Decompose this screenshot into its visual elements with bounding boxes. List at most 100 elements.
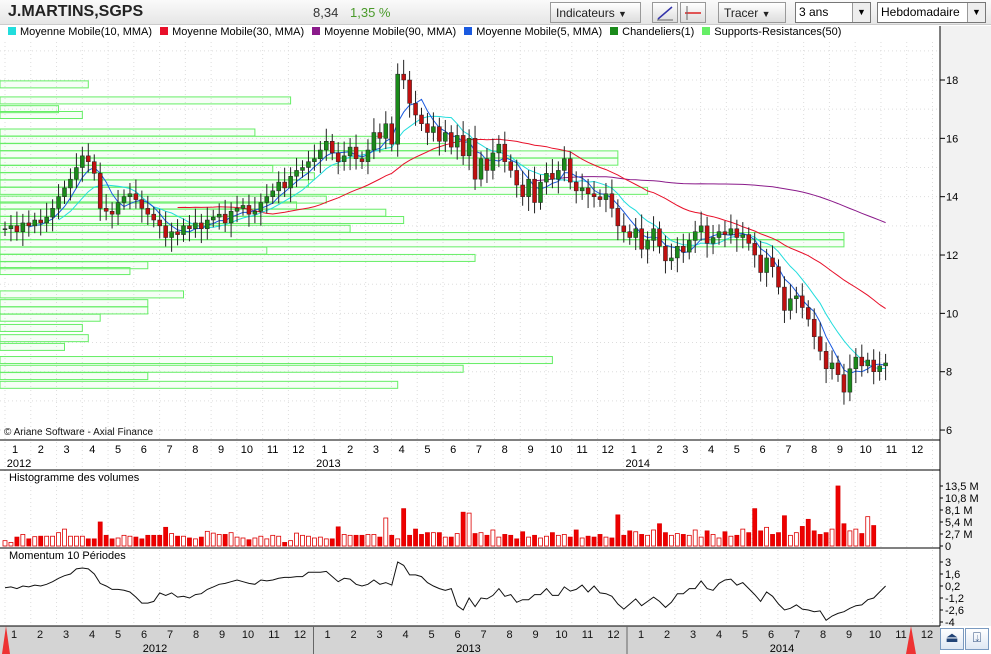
legend-swatch bbox=[610, 27, 619, 35]
volume-bar bbox=[181, 535, 186, 547]
legend-item[interactable]: Chandeliers(1) bbox=[610, 26, 694, 38]
candle bbox=[68, 178, 73, 189]
navigator-month: 9 bbox=[219, 629, 225, 641]
candle bbox=[669, 257, 674, 262]
candle bbox=[270, 190, 275, 197]
candle bbox=[550, 173, 555, 180]
volume-bar bbox=[228, 532, 234, 547]
candle bbox=[472, 138, 478, 180]
volume-bar bbox=[663, 532, 668, 547]
scroll-up-button[interactable]: ⏏ bbox=[940, 628, 964, 650]
candle bbox=[484, 158, 490, 171]
navigator-year: 2012 bbox=[143, 643, 167, 654]
volume-bar bbox=[704, 530, 710, 547]
price-tick-label: 16 bbox=[946, 133, 958, 145]
volume-bar bbox=[8, 542, 14, 547]
volume-bar bbox=[776, 532, 781, 547]
volume-bar bbox=[145, 534, 151, 547]
candle bbox=[187, 225, 192, 230]
horizontal-line-tool-button[interactable] bbox=[680, 2, 706, 23]
candle bbox=[657, 228, 662, 247]
interval-select[interactable]: Hebdomadaire ▼ bbox=[877, 2, 986, 23]
candle bbox=[478, 158, 484, 180]
month-label: 8 bbox=[192, 444, 198, 456]
candle bbox=[2, 228, 8, 231]
legend-item[interactable]: Moyenne Mobile(5, MMA) bbox=[464, 26, 602, 38]
month-label: 10 bbox=[860, 444, 872, 456]
legend-item[interactable]: Supports-Resistances(50) bbox=[702, 26, 841, 38]
candle bbox=[44, 216, 49, 224]
toolbar: J.MARTINS,SGPS 8,34 1,35 % Indicateurs ▼… bbox=[0, 0, 991, 25]
draw-button[interactable]: Tracer ▼ bbox=[718, 2, 786, 23]
volume-bar bbox=[377, 536, 383, 547]
candle bbox=[466, 138, 472, 157]
price-tick-label: 12 bbox=[946, 250, 958, 262]
month-label: 5 bbox=[734, 444, 740, 456]
candle bbox=[395, 73, 400, 145]
navigator-month: 3 bbox=[376, 629, 382, 641]
month-label: 7 bbox=[167, 444, 173, 456]
volume-bar bbox=[698, 536, 704, 547]
candle bbox=[496, 143, 502, 154]
candle bbox=[556, 170, 561, 180]
month-label: 4 bbox=[89, 444, 95, 456]
support-resistance-bar bbox=[0, 364, 464, 373]
support-resistance-bar bbox=[0, 164, 274, 173]
volume-bar bbox=[603, 536, 609, 547]
volume-bar bbox=[567, 536, 573, 547]
candle bbox=[829, 362, 835, 370]
volume-bar bbox=[365, 534, 371, 547]
volume-bar bbox=[270, 534, 276, 547]
candle bbox=[50, 208, 55, 218]
navigator-start-handle bbox=[2, 626, 10, 654]
price-tick-label: 18 bbox=[946, 75, 958, 87]
volume-tick-label: 2,7 M bbox=[945, 529, 973, 541]
axis-panel bbox=[940, 26, 991, 626]
candle bbox=[8, 225, 14, 230]
candle bbox=[817, 336, 823, 352]
trendline-tool-button[interactable] bbox=[652, 2, 678, 23]
volume-bar bbox=[651, 529, 656, 547]
navigator-month: 2 bbox=[664, 629, 670, 641]
volume-bar bbox=[430, 532, 436, 547]
support-resistance-bar bbox=[0, 306, 149, 315]
period-select[interactable]: 3 ans ▼ bbox=[795, 2, 871, 23]
navigator-month: 6 bbox=[141, 629, 147, 641]
volume-bar bbox=[163, 526, 169, 547]
volume-bar bbox=[627, 530, 633, 547]
month-label: 3 bbox=[63, 444, 69, 456]
volume-bar bbox=[359, 534, 365, 547]
legend-item[interactable]: Moyenne Mobile(30, MMA) bbox=[160, 26, 304, 38]
candle bbox=[490, 152, 496, 171]
candle bbox=[579, 187, 585, 192]
legend-item[interactable]: Moyenne Mobile(10, MMA) bbox=[8, 26, 152, 38]
volume-bar bbox=[294, 532, 299, 547]
candle bbox=[401, 73, 406, 81]
panel-up-icon: ⏏ bbox=[945, 629, 959, 645]
indicators-button[interactable]: Indicateurs ▼ bbox=[550, 2, 641, 23]
navigator-month: 12 bbox=[607, 629, 619, 641]
scroll-down-button[interactable]: ⍗ bbox=[965, 628, 989, 650]
candle bbox=[407, 79, 412, 104]
candle bbox=[324, 141, 329, 151]
candle bbox=[883, 362, 888, 367]
candle bbox=[175, 231, 180, 235]
candle bbox=[532, 178, 537, 203]
volume-bar bbox=[728, 535, 734, 547]
navigator-month: 2 bbox=[37, 629, 43, 641]
navigator-month: 9 bbox=[846, 629, 852, 641]
last-price: 8,34 bbox=[313, 5, 339, 20]
volume-bar bbox=[264, 538, 270, 547]
legend-item[interactable]: Moyenne Mobile(90, MMA) bbox=[312, 26, 456, 38]
candle bbox=[151, 213, 156, 221]
navigator-month: 4 bbox=[89, 629, 95, 641]
candle bbox=[92, 161, 97, 174]
volume-bar bbox=[532, 534, 537, 547]
volume-bar bbox=[633, 531, 639, 547]
navigator-month: 10 bbox=[869, 629, 881, 641]
navigator-month: 5 bbox=[428, 629, 434, 641]
volume-bar bbox=[811, 530, 817, 547]
candle bbox=[609, 193, 615, 209]
volume-bar bbox=[353, 534, 359, 547]
